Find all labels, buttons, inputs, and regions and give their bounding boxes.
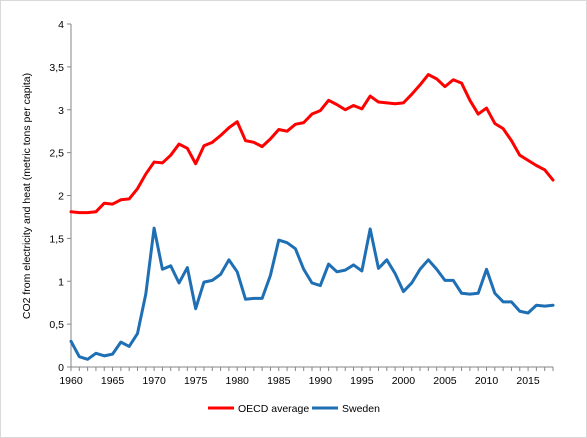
x-axis: 1960 1965 1970 1975 1980 1985 1990 1995 2000 2005… — [59, 366, 554, 387]
x-tick-label: 1965 — [101, 375, 125, 387]
series-line-oecd-average — [69, 73, 555, 215]
series-layer — [69, 73, 555, 361]
x-tick-label: 2005 — [433, 375, 457, 387]
x-tick-label: 1995 — [350, 375, 374, 387]
y-tick-label: 2 — [58, 191, 64, 203]
x-tick-label: 2000 — [392, 375, 416, 387]
y-tick-label: 3 — [58, 105, 64, 117]
y-tick-label: 3,5 — [49, 62, 64, 74]
y-axis: 0 0,5 1 1,5 2 2,5 3 3,5 4 — [49, 19, 72, 374]
x-tick-label: 1985 — [267, 375, 291, 387]
x-tick-label: 1960 — [59, 375, 83, 387]
x-tick-label: 1980 — [226, 375, 250, 387]
y-tick-label: 0 — [58, 362, 64, 374]
legend-label: OECD average — [238, 403, 309, 415]
x-tick-label: 1970 — [142, 375, 166, 387]
y-tick-label: 4 — [58, 19, 64, 31]
x-tick-label: 2010 — [475, 375, 499, 387]
y-axis-title: CO2 from electricity and heat (metric to… — [21, 73, 33, 319]
legend: OECD average Sweden — [208, 403, 380, 415]
x-tick-label: 1975 — [184, 375, 208, 387]
legend-label: Sweden — [342, 403, 380, 415]
x-tick-label: 2015 — [516, 375, 540, 387]
y-tick-label: 1,5 — [49, 233, 64, 245]
series-line-sweden — [69, 226, 555, 361]
y-tick-label: 1 — [58, 276, 64, 288]
y-tick-label: 2,5 — [49, 148, 64, 160]
x-tick-label: 1990 — [309, 375, 333, 387]
y-tick-label: 0,5 — [49, 319, 64, 331]
